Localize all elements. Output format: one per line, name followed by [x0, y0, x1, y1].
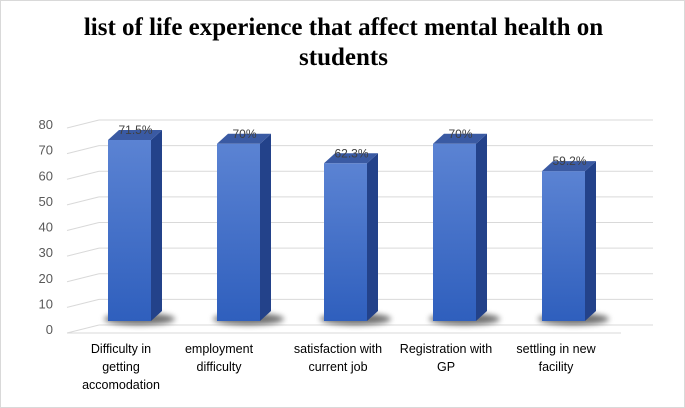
gridline-depth	[66, 196, 100, 206]
data-label: 70%	[448, 127, 472, 141]
bar-side	[367, 153, 378, 321]
x-category-label: accomodation	[82, 378, 160, 392]
y-tick-label: 70	[39, 143, 53, 158]
data-label: 59.2%	[552, 154, 586, 168]
chart-title: list of life experience that affect ment…	[1, 13, 684, 73]
bar-side	[151, 130, 162, 321]
gridline-depth	[66, 170, 100, 180]
y-tick-label: 20	[39, 271, 53, 286]
bar	[542, 171, 585, 321]
bar	[108, 140, 151, 321]
x-category-label: difficulty	[197, 360, 243, 374]
x-category-label: Difficulty in	[91, 342, 151, 356]
bar-top	[542, 161, 596, 172]
gridline-depth	[66, 119, 100, 129]
bar-side	[585, 161, 596, 321]
y-tick-label: 0	[46, 322, 53, 337]
gridline-depth	[66, 145, 100, 155]
gridline-depth	[66, 222, 100, 231]
y-tick-label: 50	[39, 194, 53, 209]
x-category-label: GP	[437, 360, 455, 374]
chart-title-line-1: list of life experience that affect ment…	[83, 14, 604, 41]
gridline-depth	[66, 247, 100, 257]
bar-top	[108, 130, 162, 140]
gridline-depth	[66, 273, 100, 283]
y-tick-label: 80	[39, 117, 53, 132]
x-category-label: employment	[185, 342, 254, 356]
y-tick-label: 10	[39, 296, 53, 311]
y-tick-label: 40	[39, 220, 53, 235]
bar-top	[324, 153, 378, 164]
data-label: 70%	[232, 127, 256, 141]
bar	[433, 143, 476, 321]
bar-side	[260, 133, 271, 321]
bar-side	[476, 133, 487, 321]
x-category-label: current job	[308, 360, 367, 374]
chart-title-line-2: students	[299, 44, 388, 71]
x-category-label: getting	[102, 360, 140, 374]
data-label: 62.3%	[334, 146, 368, 160]
gridline-depth	[66, 324, 100, 334]
y-tick-label: 60	[39, 168, 53, 183]
bar	[217, 143, 260, 321]
x-category-label: settling in new	[516, 342, 596, 356]
x-category-label: facility	[539, 360, 574, 374]
gridline-depth	[66, 298, 100, 308]
x-category-label: satisfaction with	[294, 342, 382, 356]
bar	[324, 163, 367, 321]
y-tick-label: 30	[39, 245, 53, 260]
x-category-label: Registration with	[400, 342, 492, 356]
bar-top	[217, 133, 271, 144]
data-label: 71.5%	[118, 123, 152, 137]
bar-top	[433, 133, 487, 144]
